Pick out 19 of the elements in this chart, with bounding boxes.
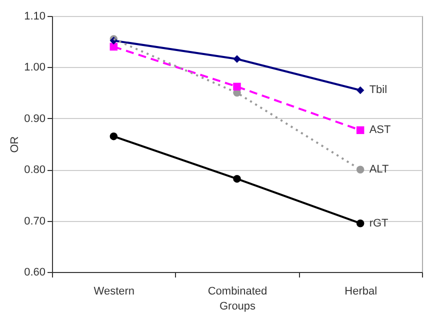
series-label: ALT	[369, 164, 389, 176]
x-tick-label: Herbal	[344, 286, 378, 298]
y-tick-label: 0.60	[24, 266, 46, 278]
x-axis-title: Groups	[219, 300, 256, 312]
y-tick-label: 0.90	[24, 112, 46, 125]
x-tick-label: Combinated	[208, 286, 268, 298]
x-tick-label: Western	[94, 286, 135, 298]
series-label: Tbil	[369, 84, 388, 96]
point	[233, 55, 241, 63]
y-axis-title: OR	[9, 136, 22, 153]
series-label: AST	[369, 124, 392, 136]
point	[356, 86, 364, 94]
point	[356, 166, 364, 174]
y-tick-label: 0.70	[24, 215, 46, 228]
y-tick-label: 0.80	[24, 164, 46, 176]
y-tick-label: 1.10	[24, 10, 46, 22]
series-label: rGT	[369, 217, 389, 230]
y-tick-label: 1.00	[24, 62, 46, 74]
point	[356, 126, 364, 134]
